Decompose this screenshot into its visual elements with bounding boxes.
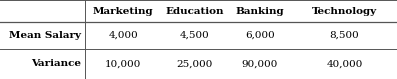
Text: 40,000: 40,000	[326, 59, 362, 68]
Text: Technology: Technology	[312, 7, 377, 16]
Text: Variance: Variance	[31, 59, 81, 68]
Text: 10,000: 10,000	[105, 59, 141, 68]
Text: 6,000: 6,000	[245, 31, 275, 40]
Text: 4,000: 4,000	[108, 31, 138, 40]
Text: 8,500: 8,500	[330, 31, 359, 40]
Text: Mean Salary: Mean Salary	[10, 31, 81, 40]
Text: 90,000: 90,000	[242, 59, 278, 68]
Text: 4,500: 4,500	[180, 31, 209, 40]
Text: Education: Education	[165, 7, 224, 16]
Text: Marketing: Marketing	[93, 7, 153, 16]
Text: 25,000: 25,000	[176, 59, 213, 68]
Text: Banking: Banking	[236, 7, 284, 16]
